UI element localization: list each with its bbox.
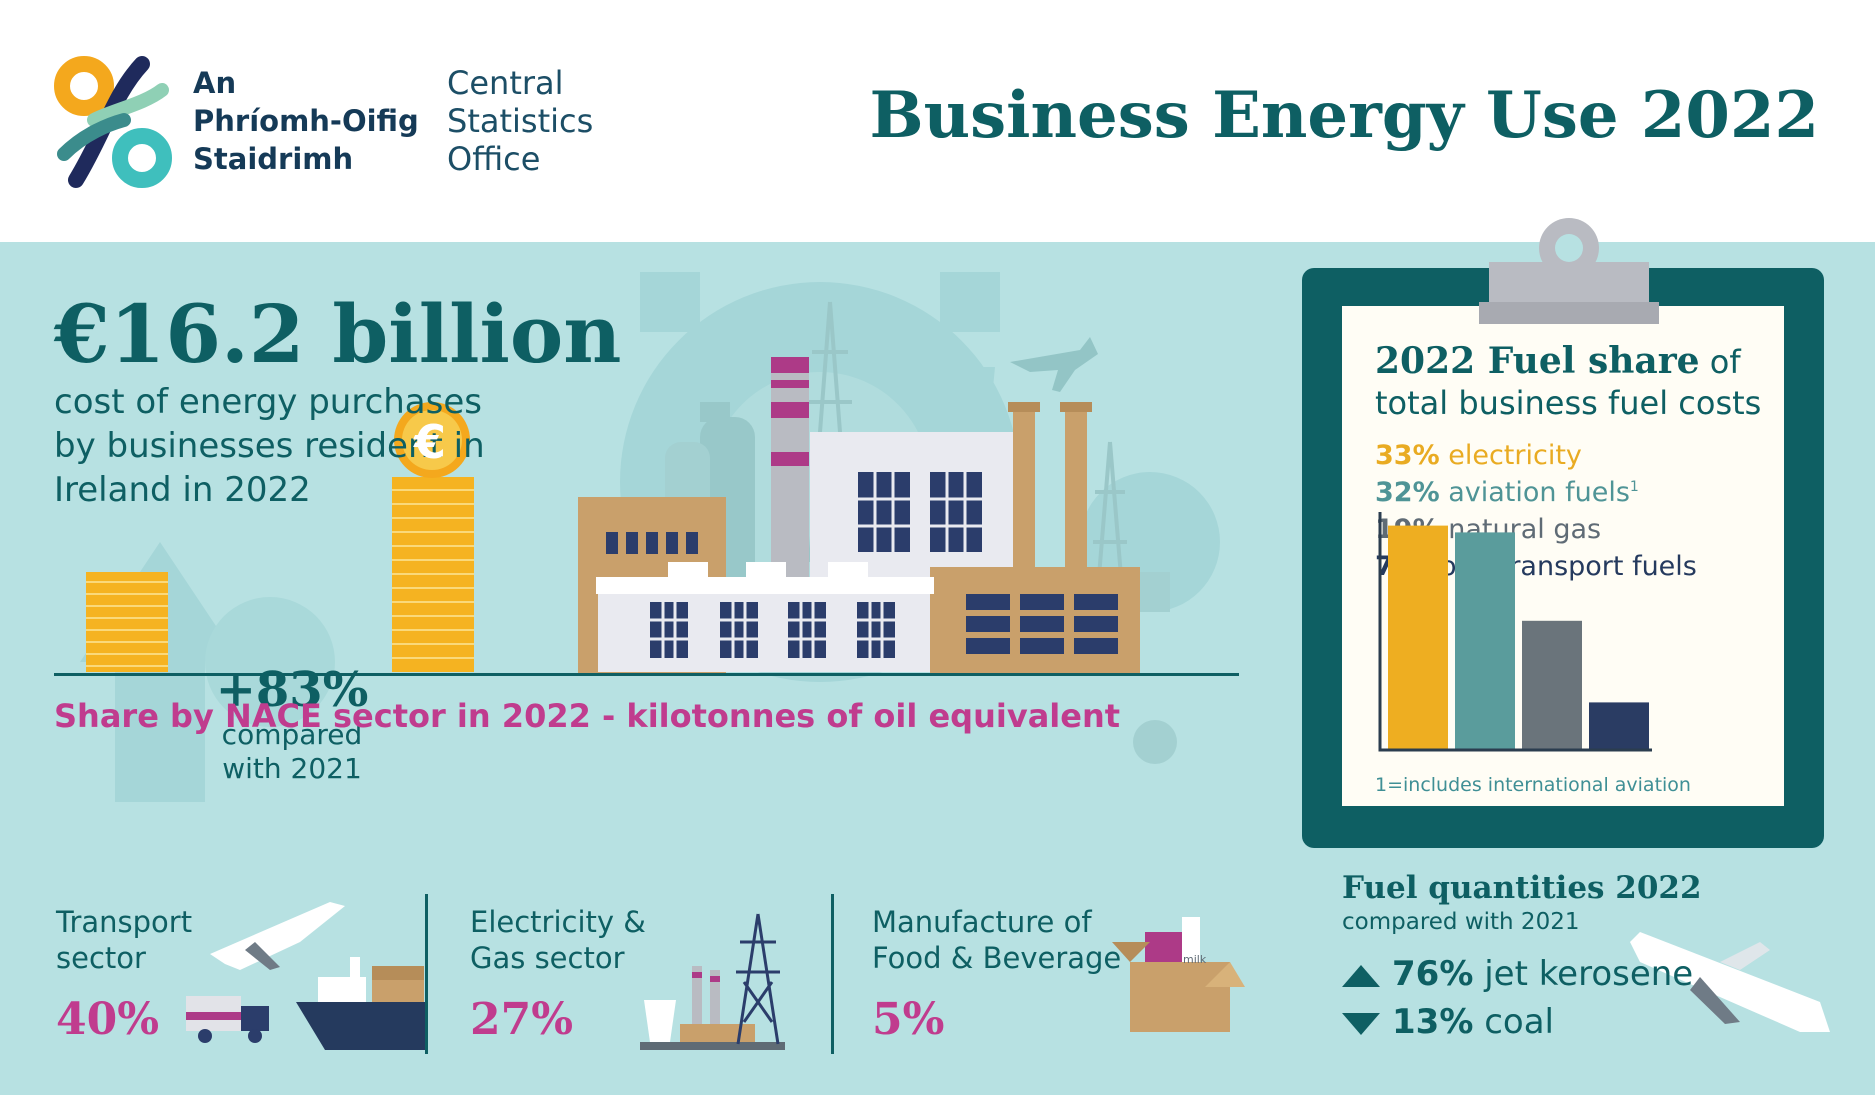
org-irish-line-3: Staidrimh [193, 142, 354, 176]
fuel-share-item: 32% aviation fuels1 [1375, 477, 1639, 508]
org-irish-line-2: Phríomh-Oifig [193, 104, 419, 138]
sector-electricity-gas-pct: 27% [470, 994, 574, 1045]
fuel-share-title-rest: of [1699, 343, 1741, 381]
sector-label-line-2: Gas sector [470, 941, 625, 975]
fuel-share-label: aviation fuels [1448, 477, 1630, 508]
cost-change-value: +83% [215, 662, 369, 718]
org-english-line-3: Office [447, 140, 541, 178]
bar-aviation-fuels [1455, 532, 1515, 750]
electricity-pylon-icon [736, 913, 780, 1045]
sector-food-beverage-pct: 5% [872, 994, 945, 1045]
fuel-share-bar-chart [1378, 512, 1652, 752]
fuel-quantity-item: 13% coal [1342, 1002, 1554, 1042]
sector-label-line-1: Manufacture of [872, 905, 1092, 939]
euro-symbol-icon: € [414, 415, 447, 469]
plane-silhouette-icon [1010, 337, 1098, 392]
clipboard-clip-icon [1479, 218, 1659, 324]
truck-icon [186, 996, 269, 1043]
org-irish-line-1: An [193, 66, 237, 100]
bar-road-transport-fuels [1589, 702, 1649, 750]
org-english-line-2: Statistics [447, 102, 594, 140]
euro-coin-icon [394, 402, 470, 478]
fuel-share-item: 33% electricity [1375, 440, 1582, 471]
fuel-quantities-title: Fuel quantities 2022 [1342, 870, 1702, 906]
sector-food-beverage: Manufacture of Food & Beverage [872, 904, 1121, 976]
fuel-share-pct: 32% [1375, 477, 1440, 508]
food-box-icon [1112, 917, 1245, 1032]
sector-transport: Transport sector [56, 904, 192, 976]
fuel-share-subtitle: total business fuel costs [1375, 384, 1762, 422]
fuel-share-title-bold: 2022 Fuel share [1375, 340, 1700, 382]
sector-label-line-1: Electricity & [470, 905, 646, 939]
fuel-quantities-subtitle: compared with 2021 [1342, 909, 1580, 935]
sector-divider [831, 894, 834, 1054]
org-name-english: Central Statistics Office [447, 64, 593, 178]
sector-transport-pct: 40% [56, 994, 160, 1045]
fuel-share-label: electricity [1448, 440, 1582, 471]
coin-stack-tall-icon [392, 477, 474, 672]
bar-natural-gas [1522, 620, 1582, 750]
fuel-quantity-label: jet kerosene [1473, 954, 1694, 994]
coin-stack-small-icon [86, 572, 168, 672]
chart-axis [1378, 512, 1652, 752]
cso-logo-icon [54, 56, 172, 188]
ship-icon [296, 957, 428, 1050]
sector-label-line-2: sector [56, 941, 146, 975]
milk-label: milk [1183, 953, 1207, 966]
nace-section-title: Share by NACE sector in 2022 - kilotonne… [54, 697, 1121, 735]
fuel-quantity-pct: 13% [1392, 1002, 1474, 1042]
fuel-share-item: 19% natural gas [1375, 514, 1601, 545]
page-title: Business Energy Use 2022 [869, 78, 1820, 153]
fuel-share-pct: 33% [1375, 440, 1440, 471]
power-station-icon [640, 966, 785, 1050]
cost-change-text-1: compared [221, 718, 363, 751]
fuel-quantity-label: coal [1473, 1002, 1554, 1042]
fuel-quantity-pct: 76% [1392, 954, 1474, 994]
sector-divider [425, 894, 428, 1054]
org-name-irish: An Phríomh-Oifig Staidrimh [193, 64, 419, 178]
sector-electricity-gas: Electricity & Gas sector [470, 904, 646, 976]
triangle-down-icon [1342, 1012, 1380, 1035]
plane-icon [210, 902, 345, 970]
triangle-up-icon [1342, 964, 1380, 987]
fuel-share-footnote: 1=includes international aviation [1375, 774, 1691, 796]
total-cost-value: €16.2 billion [54, 287, 622, 381]
main-panel: €16.2 billion cost of energy purchases b… [0, 218, 1875, 1095]
factory-illustration [54, 272, 1830, 1050]
cost-change-text-2: with 2021 [222, 752, 362, 785]
header: An Phríomh-Oifig Staidrimh Central Stati… [0, 0, 1875, 242]
factory-building-icon [578, 357, 1140, 673]
bar-electricity [1388, 525, 1448, 750]
org-english-line-1: Central [447, 64, 564, 102]
sector-label-line-2: Food & Beverage [872, 941, 1122, 975]
sector-label-line-1: Transport [56, 905, 193, 939]
fuel-quantity-item: 76% jet kerosene [1342, 954, 1693, 994]
fuel-share-title: 2022 Fuel share of [1375, 340, 1741, 382]
cost-change: +83% compared with 2021 [212, 662, 372, 786]
plane-large-icon [1630, 932, 1830, 1032]
footnote-marker: 1 [1629, 479, 1639, 495]
total-cost-description: cost of energy purchases by businesses r… [54, 382, 485, 510]
